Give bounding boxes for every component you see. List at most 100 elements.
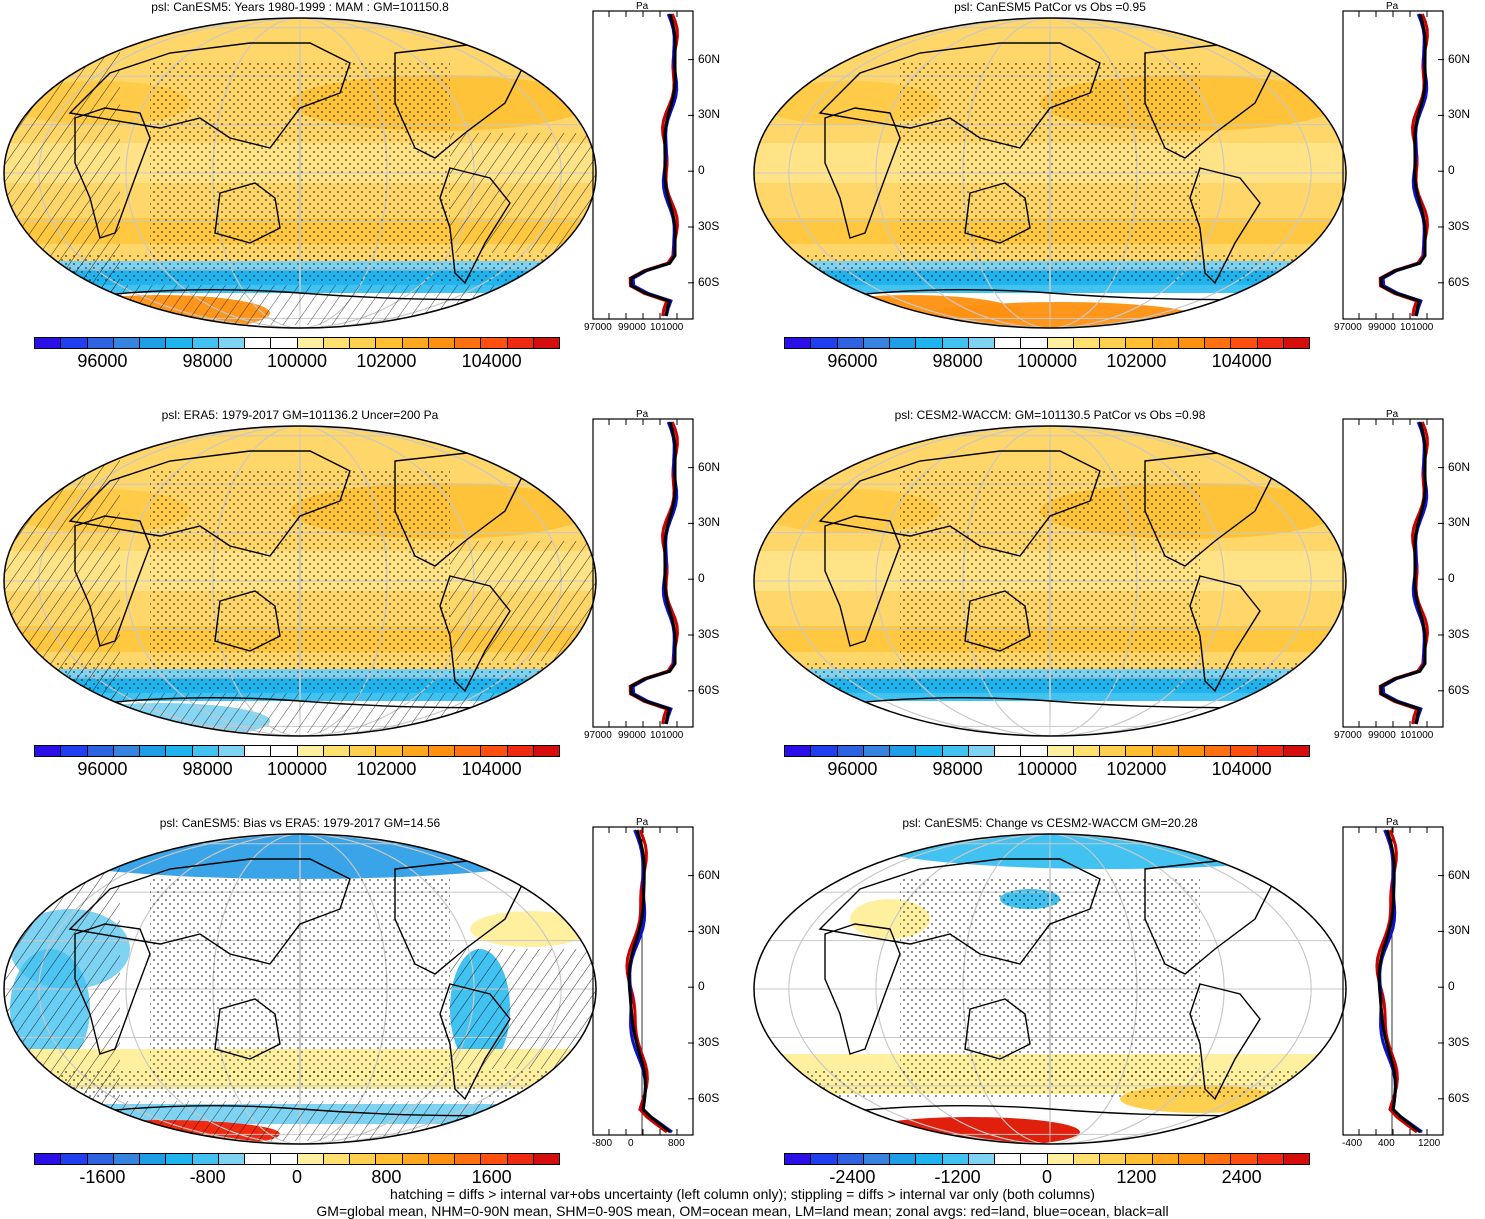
colorbar-swatch [837,1154,864,1164]
zonal-x-tick-label: 99000 [618,730,646,741]
colorbar-swatch [507,746,534,756]
colorbar-swatch [1205,746,1232,756]
zonal-lat-label: 60N [698,459,721,474]
colorbar-tick-label: 98000 [182,351,233,371]
zonal-all-line [1377,829,1422,1134]
zonal-lat-label: 0 [698,571,705,586]
colorbar-swatch [61,1154,88,1164]
colorbar-swatch [481,338,508,348]
colorbar-swatch [863,746,890,756]
zonal-mean-plot [592,418,694,728]
colorbar-swatch [140,1154,167,1164]
panel-title: psl: CanESM5 PatCor vs Obs =0.95 [954,0,1146,14]
colorbar-swatch [350,1154,377,1164]
colorbar-tick-label: 96000 [827,759,878,779]
colorbar-swatch [1100,338,1127,348]
colorbar-tick-label: -1600 [79,1167,126,1187]
colorbar-tick-label: 800 [371,1167,402,1187]
colorbar-swatch [192,1154,219,1164]
colorbar-swatch [455,338,482,348]
colorbar-swatch [428,746,455,756]
colorbar-swatch [61,746,88,756]
colorbar-swatch [1283,1154,1309,1164]
zonal-all-line [629,421,677,725]
colorbar-tick-label: 98000 [932,759,983,779]
zonal-lat-label: 30N [1448,923,1471,938]
colorbar-tick-label: 104000 [461,351,522,371]
colorbar-swatch [507,1154,534,1164]
colorbar-swatch [350,338,377,348]
colorbar-swatch [428,1154,455,1164]
colorbar-tick-label: 102000 [356,351,417,371]
zonal-lat-label: 60S [698,1090,720,1105]
colorbar-swatch [1021,1154,1048,1164]
colorbar-swatch [1021,746,1048,756]
colorbar-swatch [533,1154,559,1164]
colorbar-swatch [1100,746,1127,756]
colorbar-swatch [942,1154,969,1164]
zonal-land-line [1378,421,1430,725]
colorbar-swatch [402,1154,429,1164]
zonal-x-tick-label: 101000 [650,322,684,333]
colorbar-swatch [533,746,559,756]
colorbar-tick-label: 1600 [471,1167,512,1187]
colorbar [784,745,1310,757]
colorbar-swatch [942,338,969,348]
zonal-x-tick-label: 101000 [1400,322,1434,333]
colorbar-swatch [481,746,508,756]
colorbar [784,337,1310,349]
zonal-lat-label: 0 [698,163,705,178]
colorbar-swatch [402,746,429,756]
colorbar-tick-label: 2400 [1221,1167,1262,1187]
colorbar-swatch [140,746,167,756]
colorbar-swatch [1205,338,1232,348]
colorbar-tick-label: 104000 [461,759,522,779]
zonal-lat-label: 30S [698,1035,720,1049]
colorbar-swatch [863,1154,890,1164]
colorbar-swatch [1126,1154,1153,1164]
colorbar-swatch [376,1154,403,1164]
colorbar-swatch [1257,1154,1284,1164]
colorbar-swatch [1283,338,1309,348]
colorbar-swatch [785,338,812,348]
colorbar-swatch [1126,338,1153,348]
map-plot [3,425,597,737]
colorbar-swatch [811,338,838,348]
map-plot [753,17,1347,329]
colorbar-swatch [113,338,140,348]
zonal-land-line [628,421,680,725]
colorbar-swatch [271,338,298,348]
colorbar-swatch [1047,1154,1074,1164]
zonal-ocean-line [1381,421,1429,725]
colorbar-swatch [297,338,324,348]
colorbar-swatch [1152,338,1179,348]
colorbar-swatch [35,338,62,348]
zonal-land-line [1378,13,1430,317]
colorbar-swatch [1073,338,1100,348]
colorbar-swatch [245,746,272,756]
colorbar-swatch [192,746,219,756]
colorbar-tick-label: 100000 [266,351,328,371]
zonal-lat-label: 30S [1448,627,1470,641]
colorbar-swatch [271,746,298,756]
colorbar-swatch [323,746,350,756]
colorbar-swatch [968,338,995,348]
zonal-x-tick-label: 101000 [1400,730,1434,741]
zonal-unit-label: Pa [636,409,649,420]
zonal-lat-label: 60S [1448,274,1470,289]
colorbar-swatch [245,338,272,348]
zonal-mean-plot [1342,418,1444,728]
zonal-x-tick-label: 800 [668,1138,685,1149]
colorbar-swatch [1152,1154,1179,1164]
colorbar-swatch [995,338,1022,348]
colorbar-tick-label: 104000 [1211,759,1272,779]
zonal-lat-label: 30S [1448,1035,1470,1049]
colorbar-swatch [1231,338,1258,348]
panel-title: psl: CESM2-WACCM: GM=101130.5 PatCor vs … [894,408,1206,422]
colorbar-tick-label: 98000 [182,759,233,779]
zonal-x-tick-label: 400 [1378,1138,1395,1149]
colorbar-swatch [1073,746,1100,756]
colorbar-tick-label: 98000 [932,351,983,371]
colorbar-tick-label: 0 [1041,1167,1053,1187]
zonal-lat-label: 30S [698,219,720,233]
